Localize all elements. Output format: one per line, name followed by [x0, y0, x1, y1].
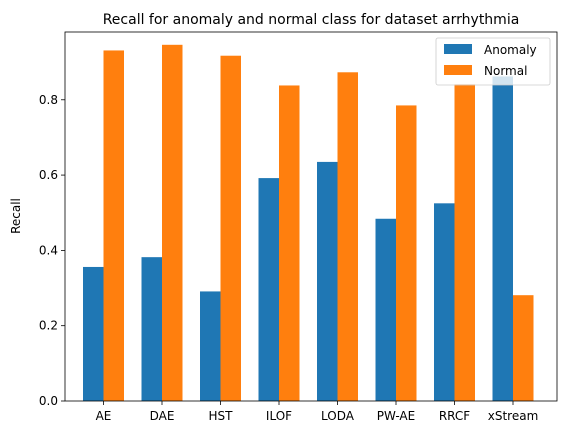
bar-normal-ae	[103, 50, 124, 401]
bar-anomaly-rrcf	[434, 203, 455, 401]
y-tick-label: 0.0	[39, 394, 58, 408]
y-tick-label: 0.6	[39, 168, 58, 182]
x-tick-label: DAE	[150, 409, 175, 423]
bar-normal-ilof	[279, 85, 300, 401]
bar-normal-dae	[162, 44, 183, 402]
plot-frame	[64, 31, 558, 402]
bar-normal-hst	[220, 55, 241, 401]
y-axis-label: Recall	[9, 198, 23, 234]
bar-normal-loda	[337, 72, 358, 402]
bar-anomaly-ilof	[258, 178, 279, 401]
bar-anomaly-pw-ae	[375, 218, 396, 401]
bar-normal-rrcf	[454, 83, 475, 401]
bar-normal-xstream	[513, 295, 534, 401]
x-tick-label: xStream	[488, 409, 539, 423]
x-tick-label: HST	[209, 409, 234, 423]
legend: Anomaly Normal	[435, 37, 551, 86]
bar-anomaly-ae	[83, 266, 104, 401]
legend-swatch-normal	[444, 65, 472, 75]
bar-normal-pw-ae	[396, 105, 417, 402]
y-tick-label: 0.4	[39, 243, 58, 257]
legend-label-normal: Normal	[484, 64, 527, 78]
y-tick-label: 0.2	[39, 319, 58, 333]
bar-anomaly-dae	[141, 257, 162, 401]
legend-label-anomaly: Anomaly	[484, 43, 537, 57]
chart-title: Recall for anomaly and normal class for …	[103, 12, 520, 28]
bar-anomaly-xstream	[492, 76, 513, 402]
x-ticks-group: AE DAE HST ILOF LODA PW-AE RRCF xStream	[96, 401, 539, 423]
y-tick-label: 0.8	[39, 93, 58, 107]
bar-anomaly-hst	[200, 291, 221, 401]
x-tick-label: RRCF	[439, 409, 470, 423]
y-ticks-group: 0.0 0.2 0.4 0.6 0.8	[39, 93, 65, 408]
bars-group	[83, 44, 534, 402]
x-tick-label: AE	[96, 409, 112, 423]
x-tick-label: PW-AE	[377, 409, 415, 423]
legend-swatch-anomaly	[444, 44, 472, 54]
bar-anomaly-loda	[317, 161, 338, 401]
x-tick-label: ILOF	[266, 409, 292, 423]
x-tick-label: LODA	[321, 409, 355, 423]
